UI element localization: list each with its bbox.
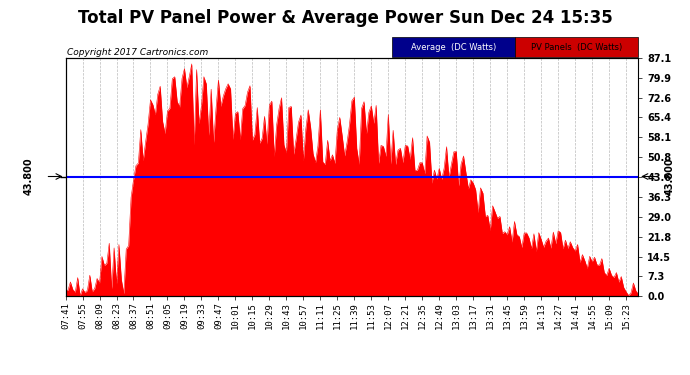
FancyBboxPatch shape xyxy=(515,38,638,57)
Text: PV Panels  (DC Watts): PV Panels (DC Watts) xyxy=(531,43,622,52)
FancyBboxPatch shape xyxy=(392,38,515,57)
Text: Total PV Panel Power & Average Power Sun Dec 24 15:35: Total PV Panel Power & Average Power Sun… xyxy=(77,9,613,27)
Text: Average  (DC Watts): Average (DC Watts) xyxy=(411,43,496,52)
Text: 43.800: 43.800 xyxy=(23,158,33,195)
Text: Copyright 2017 Cartronics.com: Copyright 2017 Cartronics.com xyxy=(67,48,208,57)
Text: 43.800: 43.800 xyxy=(664,158,675,195)
